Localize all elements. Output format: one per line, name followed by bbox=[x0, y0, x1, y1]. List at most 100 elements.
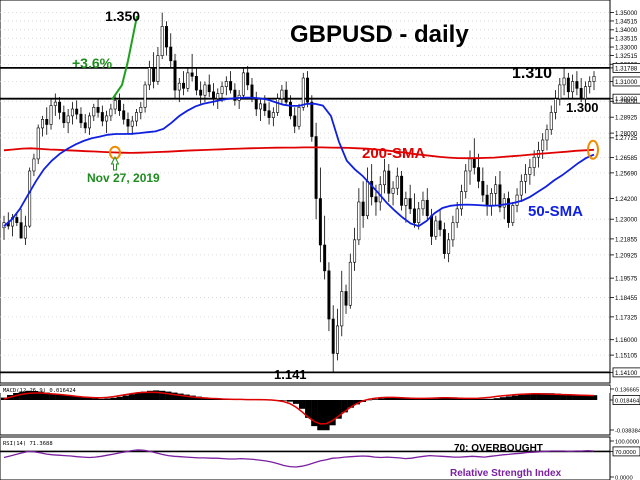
candle-body bbox=[528, 167, 532, 175]
candle-body bbox=[348, 261, 352, 306]
candle-body bbox=[96, 106, 100, 113]
macd-hist-bar bbox=[353, 400, 361, 405]
macd-hist-bar bbox=[61, 394, 69, 400]
candle-body bbox=[169, 46, 173, 62]
macd-hist-bar bbox=[566, 394, 573, 400]
macd-hist-bar bbox=[414, 398, 421, 400]
candle-body bbox=[45, 119, 49, 125]
candle-body bbox=[353, 239, 357, 263]
end-marker-ellipse bbox=[587, 139, 599, 160]
rsi-panel-frame bbox=[0, 436, 611, 480]
candle-body bbox=[357, 201, 361, 241]
candle-body bbox=[425, 199, 429, 217]
candle-body bbox=[220, 86, 224, 94]
candle-body bbox=[58, 101, 62, 113]
candle-body bbox=[430, 215, 434, 237]
candle-body bbox=[387, 170, 391, 194]
macd-hist-bar bbox=[524, 394, 531, 400]
candle-body bbox=[113, 100, 117, 110]
macd-hist-bar bbox=[67, 395, 75, 400]
up-arrow-icon bbox=[110, 155, 120, 171]
macd-hist-bar bbox=[292, 400, 300, 404]
candle-body bbox=[314, 136, 318, 199]
candle-body bbox=[566, 77, 570, 93]
candle-body bbox=[263, 103, 267, 112]
candle-body bbox=[459, 191, 463, 210]
macd-hist-bar bbox=[329, 400, 336, 426]
candle-body bbox=[41, 119, 44, 129]
price-tick-label: 1.31788 bbox=[615, 65, 638, 72]
price-tick-label: 1.21855 bbox=[615, 236, 638, 243]
macd-hist-bar bbox=[98, 398, 105, 400]
price-panel-frame bbox=[0, 0, 611, 384]
macd-hist-bar bbox=[530, 393, 537, 400]
candle-body bbox=[241, 72, 245, 96]
price-tick-label: 1.27725 bbox=[615, 135, 638, 142]
candle-body bbox=[579, 88, 583, 99]
candle-body bbox=[494, 184, 498, 194]
candle-body bbox=[207, 84, 211, 93]
macd-hist-bar bbox=[140, 391, 148, 400]
candle-body bbox=[122, 110, 126, 120]
macd-hist-bar bbox=[311, 400, 318, 427]
macd-hist-bar bbox=[487, 398, 494, 400]
macd-hist-bar bbox=[444, 397, 452, 400]
candle-body bbox=[190, 72, 194, 77]
candle-body bbox=[455, 208, 459, 223]
macd-hist-bar bbox=[536, 393, 543, 400]
macd-hist-bar bbox=[104, 398, 111, 400]
candle-body bbox=[177, 82, 181, 91]
candle-body bbox=[276, 98, 280, 113]
annotation-sma50: 50-SMA bbox=[528, 203, 583, 220]
price-tick-label: 1.31000 bbox=[615, 79, 638, 86]
price-tick-box bbox=[612, 367, 640, 378]
candle-body bbox=[571, 81, 575, 93]
candle-body bbox=[421, 199, 425, 210]
macd-hist-bar bbox=[153, 390, 160, 400]
candle-body bbox=[32, 158, 36, 172]
candle-body bbox=[554, 98, 557, 113]
candle-body bbox=[216, 93, 220, 99]
candle-body bbox=[306, 77, 310, 103]
annotation-sma200: 200-SMA bbox=[362, 145, 426, 162]
macd-hist-bar bbox=[299, 400, 306, 409]
candle-body bbox=[284, 89, 288, 103]
price-tick-label: 1.23000 bbox=[615, 217, 638, 224]
candle-body bbox=[297, 106, 301, 127]
candle-body bbox=[515, 194, 519, 206]
price-tick-label: 1.16000 bbox=[615, 337, 638, 344]
candle-body bbox=[549, 112, 553, 130]
candle-body bbox=[524, 174, 528, 182]
candle-body bbox=[451, 222, 455, 241]
candle-body bbox=[288, 101, 292, 117]
macd-hist-bar bbox=[371, 399, 379, 400]
macd-hist-bar bbox=[86, 397, 93, 400]
candle-body bbox=[477, 167, 481, 182]
macd-hist-bar bbox=[134, 392, 142, 400]
macd-hist-bar bbox=[13, 393, 20, 400]
macd-signal-line bbox=[3, 391, 595, 425]
macd-hist-bar bbox=[335, 400, 342, 419]
price-tick-label: 1.33515 bbox=[615, 36, 638, 43]
candle-body bbox=[156, 55, 160, 82]
rsi-tick-label: 0.0000 bbox=[615, 475, 633, 480]
candle-body bbox=[447, 239, 451, 254]
rsi-tick-box bbox=[612, 446, 640, 457]
candle-body bbox=[28, 170, 32, 227]
macd-hist-bar bbox=[37, 391, 44, 400]
candle-body bbox=[327, 270, 331, 320]
candle-body bbox=[92, 106, 96, 117]
candle-body bbox=[182, 82, 186, 89]
annotation-high: 1.350 bbox=[105, 8, 140, 24]
macd-hist-bar bbox=[92, 398, 99, 400]
rsi-overbought-label: 70: OVERBOUGHT bbox=[454, 443, 543, 454]
candle-body bbox=[53, 101, 57, 106]
candle-body bbox=[383, 170, 386, 186]
candle-body bbox=[109, 108, 113, 117]
macd-hist-bar bbox=[396, 397, 403, 400]
candle-body bbox=[62, 112, 66, 124]
macd-hist-bar bbox=[390, 397, 397, 400]
sma200-line bbox=[3, 146, 595, 160]
macd-hist-bar bbox=[146, 390, 154, 400]
candle-body bbox=[481, 181, 485, 196]
